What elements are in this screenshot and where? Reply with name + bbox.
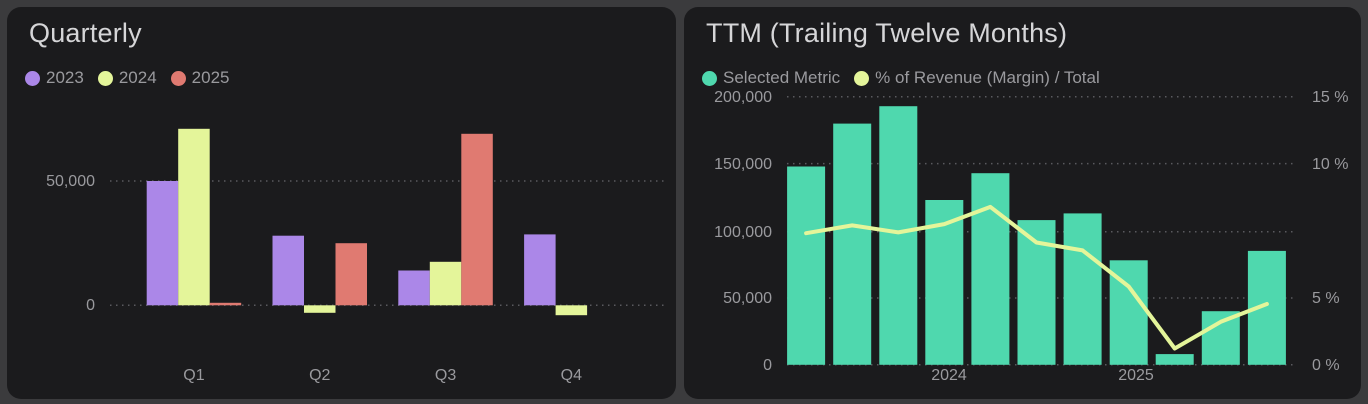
svg-text:Q1: Q1 bbox=[183, 367, 204, 384]
svg-text:0: 0 bbox=[86, 297, 95, 314]
svg-text:Q2: Q2 bbox=[309, 367, 330, 384]
svg-text:100,000: 100,000 bbox=[714, 224, 772, 241]
svg-text:0: 0 bbox=[763, 357, 772, 374]
svg-text:Q3: Q3 bbox=[435, 367, 456, 384]
svg-text:50,000: 50,000 bbox=[46, 173, 95, 190]
svg-text:2024: 2024 bbox=[931, 367, 967, 384]
svg-text:10 %: 10 % bbox=[1312, 156, 1348, 173]
svg-text:5 %: 5 % bbox=[1312, 290, 1340, 307]
svg-text:Q4: Q4 bbox=[561, 367, 582, 384]
svg-text:2025: 2025 bbox=[1118, 367, 1154, 384]
svg-text:0 %: 0 % bbox=[1312, 357, 1340, 374]
svg-text:15 %: 15 % bbox=[1312, 89, 1348, 106]
svg-text:50,000: 50,000 bbox=[723, 290, 772, 307]
svg-text:200,000: 200,000 bbox=[714, 89, 772, 106]
svg-text:150,000: 150,000 bbox=[714, 156, 772, 173]
